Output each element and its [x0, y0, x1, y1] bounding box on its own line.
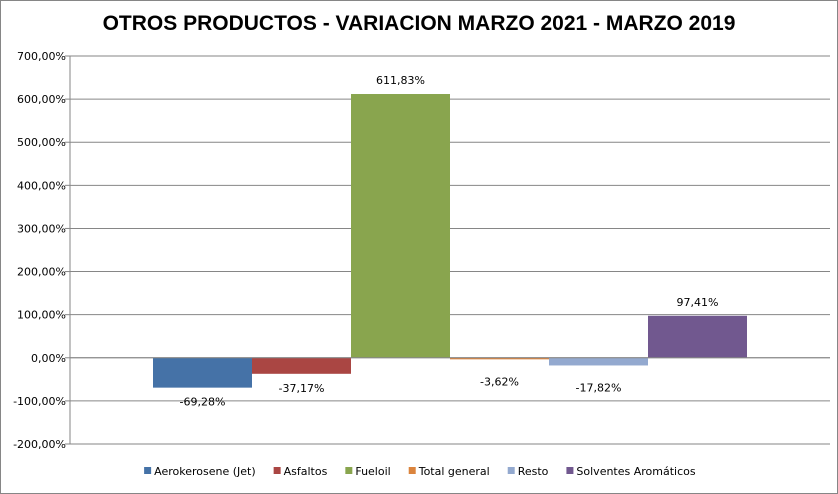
- bar-aerokerosene-jet-: [153, 357, 252, 388]
- legend-label: Asfaltos: [284, 465, 328, 478]
- y-tick-label: -100,00%: [13, 395, 66, 408]
- legend-swatch: [507, 467, 515, 474]
- legend-item: Solventes Aromáticos: [566, 465, 696, 478]
- legend-item: Fueloil: [345, 465, 391, 478]
- data-label: 611,83%: [376, 74, 425, 87]
- legend-swatch: [144, 467, 152, 474]
- bar-solventes-arom-ticos: [648, 315, 747, 358]
- y-tick-label: 0,00%: [31, 352, 66, 365]
- legend-swatch: [408, 467, 416, 474]
- data-label: -37,17%: [279, 382, 325, 395]
- bar-resto: [549, 357, 648, 366]
- data-label: -3,62%: [480, 375, 519, 388]
- y-tick-label: 600,00%: [17, 93, 66, 106]
- legend-label: Resto: [518, 465, 549, 478]
- legend-swatch: [345, 467, 353, 474]
- y-tick-label: 300,00%: [17, 222, 66, 235]
- legend-label: Aerokerosene (Jet): [154, 465, 256, 478]
- y-tick-label: 100,00%: [17, 309, 66, 322]
- bar-fueloil: [351, 94, 450, 358]
- bar-total-general: [450, 357, 549, 360]
- data-label: -69,28%: [180, 396, 226, 409]
- chart-title: OTROS PRODUCTOS - VARIACION MARZO 2021 -…: [103, 12, 736, 35]
- legend-label: Solventes Aromáticos: [576, 465, 695, 478]
- legend-item: Asfaltos: [273, 465, 328, 478]
- data-label: -17,82%: [576, 381, 622, 394]
- legend-item: Aerokerosene (Jet): [144, 465, 256, 478]
- y-tick-label: 200,00%: [17, 266, 66, 279]
- y-tick-label: 400,00%: [17, 179, 66, 192]
- legend-item: Resto: [507, 465, 549, 478]
- legend-swatch: [566, 467, 574, 474]
- data-label: 97,41%: [677, 296, 719, 309]
- y-tick-label: -200,00%: [13, 438, 66, 451]
- y-tick-label: 700,00%: [17, 50, 66, 63]
- y-tick-label: 500,00%: [17, 136, 66, 149]
- legend-swatch: [273, 467, 281, 474]
- legend-label: Fueloil: [355, 465, 390, 478]
- bar-asfaltos: [252, 357, 351, 374]
- legend-item: Total general: [408, 465, 490, 478]
- legend-label: Total general: [418, 465, 490, 478]
